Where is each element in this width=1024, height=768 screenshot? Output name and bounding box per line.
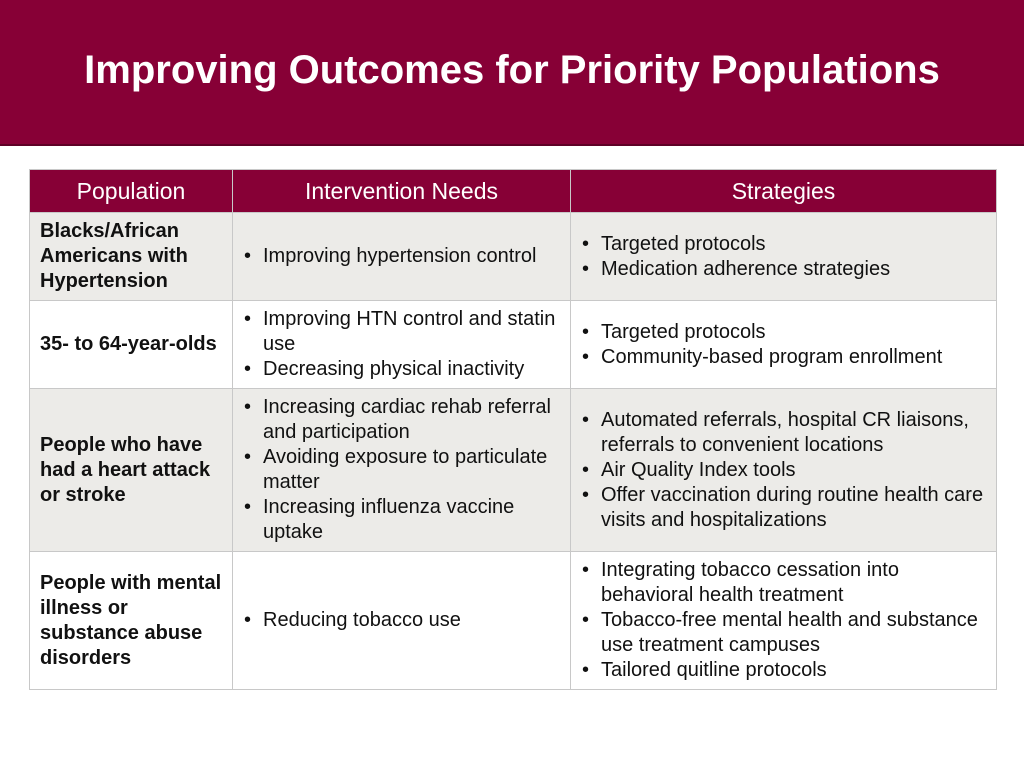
needs-text: Increasing influenza vaccine uptake	[263, 496, 515, 543]
strategy-text: Medication adherence strategies	[601, 257, 891, 280]
title-bar: Improving Outcomes for Priority Populati…	[0, 0, 1024, 146]
list-item: • Tobacco-free mental health and substanc…	[581, 608, 988, 658]
needs-text: Reducing tobacco use	[263, 609, 461, 631]
bullet-icon: •	[244, 609, 252, 631]
list-item: • Avoiding exposure to particulate matter	[243, 445, 562, 495]
needs-cell: • Increasing cardiac rehab referral and p…	[232, 388, 571, 552]
bullet-icon: •	[244, 245, 252, 267]
needs-text: Improving hypertension control	[263, 245, 537, 267]
table-row: Blacks/African Americans with Hypertensi…	[29, 212, 997, 301]
bullet-icon: •	[582, 257, 590, 280]
bullet-icon: •	[582, 659, 590, 681]
table-row: People with mental illness or substance …	[29, 551, 997, 690]
needs-list: • Improving HTN control and statin use • D…	[243, 307, 562, 382]
needs-text: Increasing cardiac rehab referral and pa…	[263, 396, 551, 443]
needs-text: Improving HTN control and statin use	[263, 308, 556, 355]
list-item: • Medication adherence strategies	[581, 257, 988, 282]
bullet-icon: •	[244, 308, 252, 330]
header-population: Population	[29, 169, 233, 213]
needs-list: • Reducing tobacco use	[243, 608, 562, 633]
bullet-icon: •	[244, 358, 252, 380]
strategy-text: Tailored quitline protocols	[601, 659, 827, 681]
bullet-icon: •	[582, 320, 590, 343]
header-intervention-needs: Intervention Needs	[232, 169, 571, 213]
strategy-text: Targeted protocols	[601, 232, 766, 255]
strategy-text: Tobacco-free mental health and substance…	[601, 609, 978, 656]
strategy-text: Air Quality Index tools	[601, 458, 796, 481]
bullet-icon: •	[582, 483, 590, 506]
table-header-row: Population Intervention Needs Strategies	[29, 169, 997, 213]
bullet-icon: •	[582, 232, 590, 255]
list-item: • Integrating tobacco cessation into beha…	[581, 558, 988, 608]
list-item: • Automated referrals, hospital CR liaiso…	[581, 408, 988, 458]
needs-cell: • Improving HTN control and statin use • D…	[232, 300, 571, 389]
needs-list: • Improving hypertension control	[243, 244, 562, 269]
population-cell: 35- to 64-year-olds	[29, 300, 233, 389]
needs-text: Avoiding exposure to particulate matter	[263, 446, 548, 493]
needs-cell: • Reducing tobacco use	[232, 551, 571, 690]
strategy-text: Offer vaccination during routine health …	[601, 483, 984, 531]
strategy-text: Automated referrals, hospital CR liaison…	[601, 408, 969, 456]
population-cell: Blacks/African Americans with Hypertensi…	[29, 212, 233, 301]
header-strategies: Strategies	[570, 169, 997, 213]
priority-populations-table: Population Intervention Needs Strategies…	[29, 169, 997, 690]
list-item: • Improving HTN control and statin use	[243, 307, 562, 357]
bullet-icon: •	[582, 609, 590, 631]
strategies-cell: • Targeted protocols • Community-based pro…	[570, 300, 997, 389]
population-cell: People with mental illness or substance …	[29, 551, 233, 690]
list-item: • Increasing influenza vaccine uptake	[243, 495, 562, 545]
list-item: • Reducing tobacco use	[243, 608, 562, 633]
bullet-icon: •	[244, 396, 252, 418]
table-row: 35- to 64-year-olds • Improving HTN contr…	[29, 300, 997, 389]
list-item: • Targeted protocols	[581, 320, 988, 345]
strategies-cell: • Automated referrals, hospital CR liaiso…	[570, 388, 997, 552]
strategies-list: • Automated referrals, hospital CR liaiso…	[581, 408, 988, 533]
bullet-icon: •	[582, 408, 590, 431]
list-item: • Community-based program enrollment	[581, 345, 988, 370]
slide-title: Improving Outcomes for Priority Populati…	[84, 48, 940, 92]
list-item: • Air Quality Index tools	[581, 458, 988, 483]
list-item: • Tailored quitline protocols	[581, 658, 988, 683]
bullet-icon: •	[582, 559, 590, 581]
table-row: People who have had a heart attack or st…	[29, 388, 997, 552]
strategies-list: • Integrating tobacco cessation into beha…	[581, 558, 988, 683]
strategies-cell: • Targeted protocols • Medication adherenc…	[570, 212, 997, 301]
list-item: • Decreasing physical inactivity	[243, 357, 562, 382]
strategies-list: • Targeted protocols • Medication adherenc…	[581, 232, 988, 282]
strategy-text: Community-based program enrollment	[601, 345, 943, 368]
bullet-icon: •	[582, 458, 590, 481]
bullet-icon: •	[244, 496, 252, 518]
strategies-cell: • Integrating tobacco cessation into beha…	[570, 551, 997, 690]
population-cell: People who have had a heart attack or st…	[29, 388, 233, 552]
table-container: Population Intervention Needs Strategies…	[29, 169, 997, 690]
bullet-icon: •	[244, 446, 252, 468]
strategy-text: Integrating tobacco cessation into behav…	[601, 559, 899, 606]
list-item: • Improving hypertension control	[243, 244, 562, 269]
needs-cell: • Improving hypertension control	[232, 212, 571, 301]
list-item: • Offer vaccination during routine health…	[581, 483, 988, 533]
list-item: • Targeted protocols	[581, 232, 988, 257]
strategies-list: • Targeted protocols • Community-based pro…	[581, 320, 988, 370]
needs-text: Decreasing physical inactivity	[263, 358, 525, 380]
bullet-icon: •	[582, 345, 590, 368]
needs-list: • Increasing cardiac rehab referral and p…	[243, 395, 562, 545]
strategy-text: Targeted protocols	[601, 320, 766, 343]
list-item: • Increasing cardiac rehab referral and p…	[243, 395, 562, 445]
